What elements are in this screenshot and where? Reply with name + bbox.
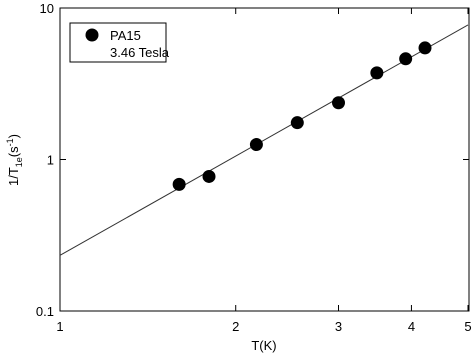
legend-box: [69, 22, 167, 63]
x-tick-label: 3: [335, 319, 342, 334]
y-tick-label: 1: [47, 153, 54, 168]
y-tick-label: 0.1: [36, 304, 54, 319]
x-tick-label: 5: [464, 319, 471, 334]
data-point: [370, 66, 384, 80]
y-label-sup: -1: [5, 138, 15, 146]
y-axis-label: 1/T1e(s-1): [5, 134, 24, 186]
legend-label: PA15: [110, 28, 141, 43]
legend-note: 3.46 Tesla: [110, 45, 170, 60]
data-point: [418, 41, 432, 55]
y-label-close: ): [6, 134, 21, 138]
data-point: [399, 52, 413, 66]
data-point: [290, 116, 304, 130]
data-point: [202, 169, 216, 183]
fit-line: [59, 24, 469, 256]
x-tick-label: 1: [56, 319, 63, 334]
y-label-sub: 1e: [14, 157, 24, 167]
y-label-main: 1/T: [6, 167, 21, 186]
x-tick-label: 2: [232, 319, 239, 334]
data-point: [249, 138, 263, 152]
y-label-unit: (s: [6, 146, 21, 157]
x-tick-label: 4: [408, 319, 415, 334]
y-tick-label: 10: [40, 1, 54, 16]
data-point: [332, 96, 346, 110]
x-axis-label: T(K): [251, 338, 276, 353]
data-point: [172, 177, 186, 191]
legend-marker: [85, 28, 99, 42]
